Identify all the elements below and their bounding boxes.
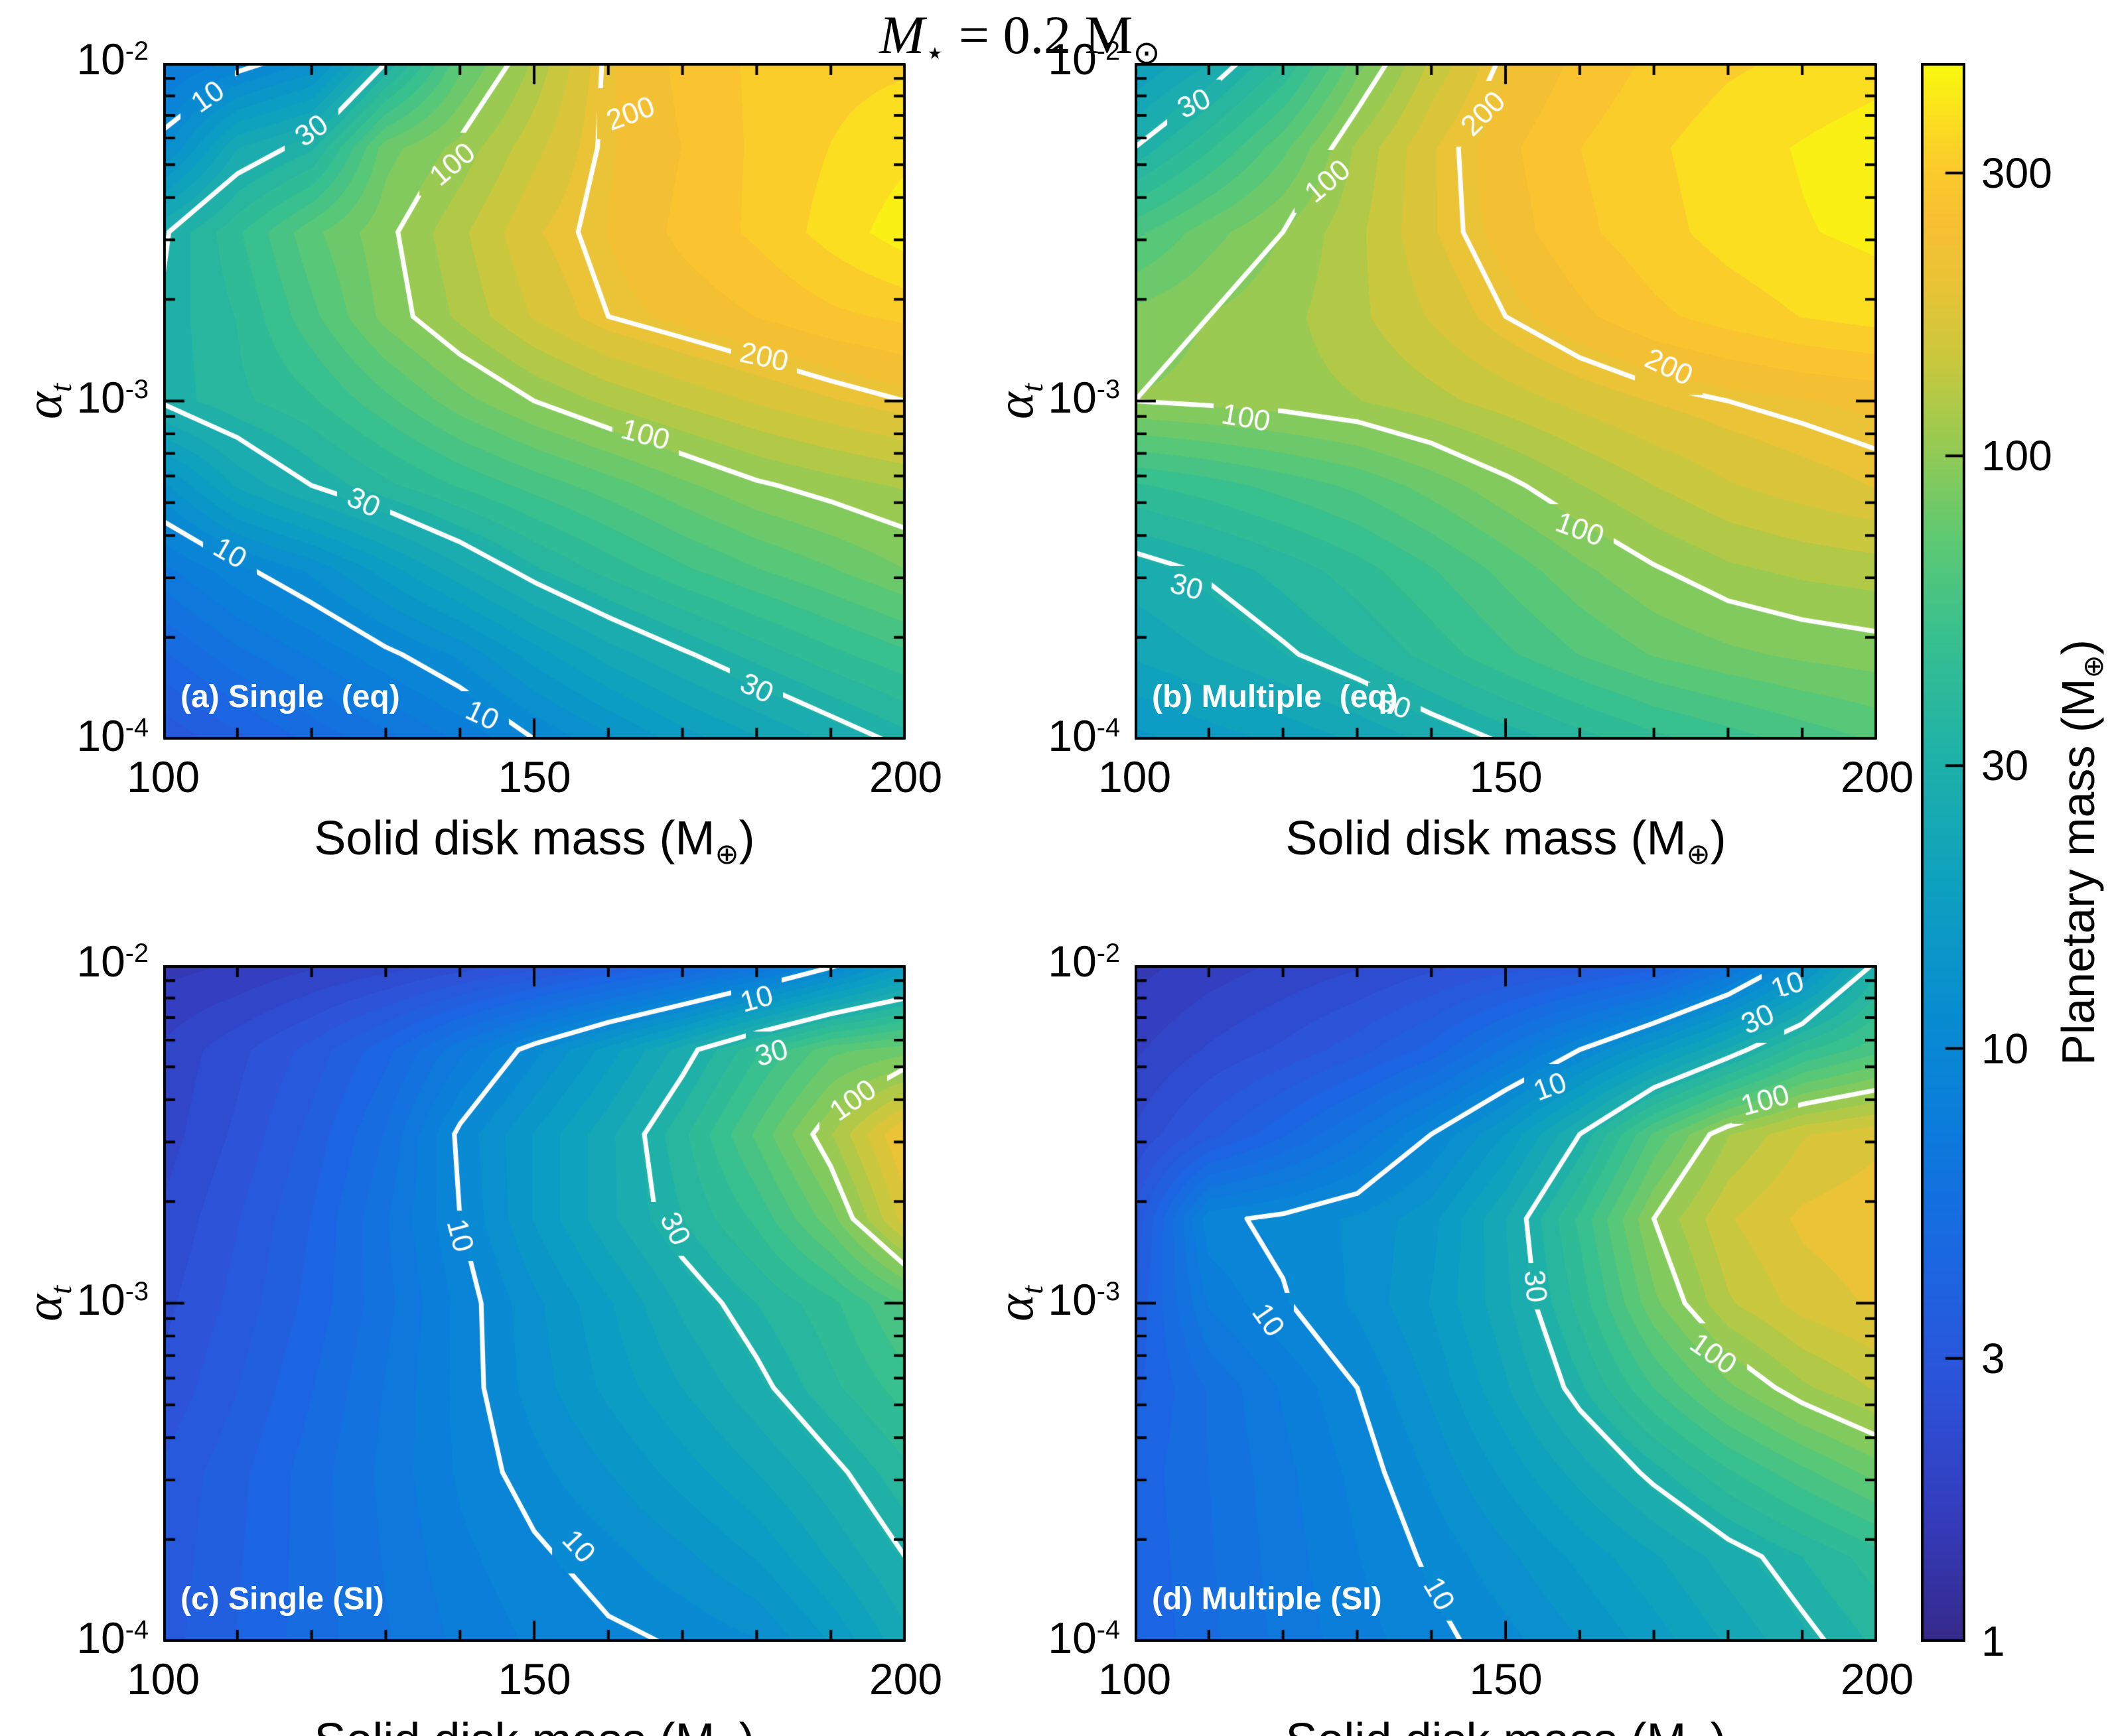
x-axis-title-close: ) <box>738 812 755 865</box>
panel-c-y-tick-10e-4: 10-4 <box>0 1613 149 1663</box>
colorbar-tick-30: 30 <box>1981 742 2029 790</box>
y-tick-base: 10 <box>76 34 125 84</box>
colorbar-tick-1: 1 <box>1981 1617 2005 1665</box>
y-tick-base: 10 <box>76 1613 125 1662</box>
y-tick-base: 10 <box>76 937 125 986</box>
panel-b-y-tick-10e-3: 10-3 <box>954 372 1120 423</box>
panel-b-x-tick-100: 100 <box>1097 752 1172 801</box>
panel-a-x-tick-150: 150 <box>498 752 571 801</box>
title-mass-symbol: M <box>879 5 925 65</box>
colorbar-title-close: ) <box>2052 639 2104 655</box>
panel-d-y-tick-10e-3: 10-3 <box>954 1274 1120 1325</box>
y-tick-base: 10 <box>1048 34 1097 84</box>
colorbar-tick-300: 300 <box>1981 149 2052 197</box>
panel-c-y-tick-10e-2: 10-2 <box>0 936 149 986</box>
x-axis-title-close: ) <box>1711 1714 1726 1736</box>
panel-a-y-tick-10e-2: 10-2 <box>0 34 149 84</box>
title-star-subscript: ⋆ <box>924 34 946 71</box>
figure-title: M⋆ = 0.2 M⊙ <box>356 4 1683 71</box>
panel-c-x-tick-200: 200 <box>869 1654 943 1703</box>
panel-d-label: (d) Multiple (SI) <box>1152 1581 1382 1617</box>
earth-subscript: ⊕ <box>1686 838 1711 870</box>
panel-a-label: (a) Single (eq) <box>180 679 400 714</box>
panel-d-x-axis-title: Solid disk mass (M⊕) <box>1135 1713 1877 1736</box>
y-tick-base: 10 <box>1048 711 1097 760</box>
y-tick-exponent: -4 <box>1096 713 1120 743</box>
y-tick-exponent: -4 <box>125 713 149 743</box>
y-tick-base: 10 <box>76 711 125 760</box>
panel-d-x-tick-150: 150 <box>1469 1654 1543 1703</box>
panel-b-label: (b) Multiple (eq) <box>1152 679 1398 714</box>
panel-d-contour-plot <box>1135 965 1877 1642</box>
y-tick-exponent: -3 <box>1096 1277 1120 1307</box>
earth-subscript: ⊕ <box>2077 655 2109 679</box>
panel-b-y-tick-10e-4: 10-4 <box>954 710 1120 761</box>
y-tick-exponent: -3 <box>125 1277 149 1307</box>
colorbar-tick-100: 100 <box>1981 432 2052 480</box>
y-tick-base: 10 <box>1048 1613 1097 1662</box>
colorbar-title-text: Planetary mass (M <box>2052 678 2104 1065</box>
y-tick-exponent: -4 <box>1096 1615 1120 1645</box>
y-tick-exponent: -2 <box>1096 36 1120 66</box>
colorbar-tick-3: 3 <box>1981 1334 2005 1382</box>
panel-b-x-tick-150: 150 <box>1469 752 1543 801</box>
x-axis-title-text: Solid disk mass (M <box>1285 812 1687 865</box>
y-tick-exponent: -2 <box>125 36 149 66</box>
panel-c-label: (c) Single (SI) <box>180 1581 384 1617</box>
title-value: = 0.2 M <box>945 5 1133 65</box>
panel-b-y-tick-10e-2: 10-2 <box>954 34 1120 84</box>
x-axis-title-text: Solid disk mass (M <box>1285 1714 1686 1736</box>
x-axis-title-text: Solid disk mass (M <box>314 1714 715 1736</box>
panel-a-contour-plot <box>163 63 906 740</box>
y-tick-exponent: -3 <box>1096 375 1120 405</box>
panel-c-contour-plot <box>163 965 906 1642</box>
panel-d-y-tick-10e-2: 10-2 <box>954 936 1120 986</box>
panel-a-y-tick-10e-4: 10-4 <box>0 710 149 761</box>
y-tick-exponent: -3 <box>125 375 149 405</box>
colorbar-title: Planetary mass (M⊕) <box>2052 639 2109 1065</box>
y-tick-base: 10 <box>76 373 125 422</box>
panel-a-x-axis-title: Solid disk mass (M⊕) <box>163 811 906 870</box>
y-tick-base: 10 <box>76 1275 125 1324</box>
y-tick-exponent: -2 <box>125 939 149 968</box>
panel-c-y-tick-10e-3: 10-3 <box>0 1274 149 1325</box>
panel-d-y-tick-10e-4: 10-4 <box>954 1613 1120 1663</box>
panel-b-contour-plot <box>1135 63 1877 740</box>
panel-c-x-tick-150: 150 <box>498 1654 571 1703</box>
colorbar <box>1921 63 1965 1642</box>
panel-a-y-tick-10e-3: 10-3 <box>0 372 149 423</box>
y-tick-exponent: -2 <box>1096 939 1120 968</box>
panel-a-x-tick-100: 100 <box>126 752 200 801</box>
earth-subscript: ⊕ <box>715 838 739 870</box>
x-axis-title-close: ) <box>739 1714 755 1736</box>
panel-d-x-tick-200: 200 <box>1840 1654 1914 1703</box>
panel-a-x-tick-200: 200 <box>869 752 943 801</box>
panel-c-x-tick-100: 100 <box>126 1654 200 1703</box>
y-tick-base: 10 <box>1048 937 1097 986</box>
x-axis-title-close: ) <box>1710 812 1726 865</box>
y-tick-exponent: -4 <box>125 1615 149 1645</box>
y-tick-base: 10 <box>1048 1275 1097 1324</box>
y-tick-base: 10 <box>1048 373 1097 422</box>
panel-b-x-tick-200: 200 <box>1840 752 1914 801</box>
x-axis-title-text: Solid disk mass (M <box>314 812 715 865</box>
colorbar-tick-10: 10 <box>1981 1024 2029 1073</box>
panel-d-x-tick-100: 100 <box>1097 1654 1172 1703</box>
panel-c-x-axis-title: Solid disk mass (M⊕) <box>163 1713 906 1736</box>
panel-b-x-axis-title: Solid disk mass (M⊕) <box>1135 811 1877 870</box>
